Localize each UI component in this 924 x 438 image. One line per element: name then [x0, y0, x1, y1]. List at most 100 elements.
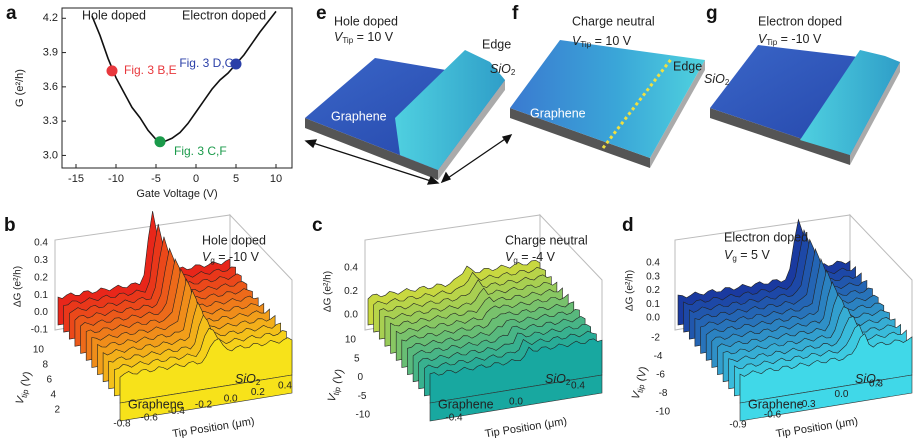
label: SiO2: [545, 372, 571, 387]
label: Vg = -4 V: [505, 250, 556, 265]
surface-g: [710, 45, 900, 165]
z-tick-label: 0.1: [34, 290, 48, 301]
label: Vtip (V): [14, 370, 35, 406]
y-tick-label: -8: [659, 388, 668, 399]
z-tick-label: 0.4: [344, 263, 358, 274]
y-tick-label: -4: [654, 351, 663, 362]
label: SiO2: [490, 62, 516, 77]
panel-title: Charge neutral: [505, 233, 588, 247]
plot-frame: [61, 7, 293, 169]
text-part: (V): [634, 365, 650, 385]
subscript: 2: [566, 378, 571, 387]
x-tick-label: 0: [193, 173, 199, 185]
text-part: = 10 V: [353, 30, 394, 44]
text-part: V: [14, 394, 28, 406]
subscript: g: [210, 256, 214, 265]
z-axis-label: ΔG (e²/h): [323, 271, 334, 312]
z-tick-label: 0.0: [344, 310, 358, 321]
y-tick-label: 3.0: [43, 149, 58, 161]
panel-letter: d: [622, 215, 634, 236]
label: Edge: [482, 37, 511, 51]
subscript: g: [513, 256, 517, 265]
x-tick-label: 0.4: [571, 381, 585, 392]
text-part: = -4 V: [518, 250, 556, 264]
label: Graphene: [748, 397, 804, 411]
y-tick-label: 10: [345, 335, 357, 346]
x-tick-label: -0.4: [445, 413, 463, 424]
text-part: SiO: [490, 62, 511, 76]
x-axis-label: Tip Position (μm): [484, 415, 568, 438]
surface-f: [510, 40, 705, 168]
z-tick-label: 0.2: [344, 286, 358, 297]
label: Graphene: [128, 397, 184, 411]
y-tick-label: 4.2: [43, 12, 58, 24]
front-face: [429, 374, 603, 422]
panel-title: Hole doped: [334, 14, 398, 28]
x-tick-label: 0.2: [251, 387, 265, 398]
subscript: Tip: [580, 40, 591, 49]
text-part: V: [326, 391, 340, 403]
subscript: tip: [332, 385, 343, 396]
text-part: SiO: [545, 372, 566, 386]
y-tick-label: 4: [50, 390, 56, 401]
label: Vtip (V): [630, 365, 651, 401]
panel-letter: b: [4, 215, 16, 236]
x-tick-label: -10: [108, 173, 124, 185]
z-tick-label: 0.3: [34, 255, 48, 266]
y-tick-label: 10: [33, 345, 45, 356]
label: SiO2: [855, 372, 881, 387]
marker: [106, 65, 118, 77]
text-part: = 5 V: [737, 248, 771, 262]
text-part: SiO: [704, 72, 725, 86]
y-tick-label: -5: [358, 391, 367, 402]
z-tick-label: 0.3: [646, 271, 660, 282]
y-tick-label: 6: [46, 375, 52, 386]
marker-label: Fig. 3 B,E: [124, 63, 177, 77]
panel-title: Hole doped: [202, 233, 266, 247]
y-tick-label: 3.6: [43, 81, 58, 93]
subscript: tip: [636, 383, 647, 394]
z-tick-label: -0.1: [31, 325, 49, 336]
panel-title: Electron doped: [758, 14, 842, 28]
text-part: V: [572, 34, 582, 48]
subscript: g: [732, 254, 736, 263]
y-tick-label: -2: [651, 333, 660, 344]
text-part: (V): [18, 370, 34, 390]
label: Vg = 5 V: [724, 248, 770, 263]
waterfall-slice: [739, 333, 913, 404]
subscript: 2: [876, 378, 881, 387]
z-tick-label: 0.0: [646, 313, 660, 324]
waterfall-slice: [429, 338, 603, 404]
z-tick-label: 0.2: [646, 285, 660, 296]
x-tick-label: -15: [68, 173, 84, 185]
text-part: V: [334, 30, 344, 44]
x-tick-label: -5: [151, 173, 161, 185]
label: VTip = 10 V: [572, 34, 632, 49]
label: VTip = 10 V: [334, 30, 394, 45]
y-tick-label: 5: [354, 353, 360, 364]
label: Vg = -10 V: [202, 250, 260, 265]
y-tick-label: -10: [356, 410, 371, 421]
y-axis-label: G (e²/h): [14, 69, 26, 107]
annotation: Hole doped: [82, 8, 146, 22]
x-tick-label: 0.3: [869, 379, 883, 390]
marker-label: Fig. 3 D,G: [179, 56, 234, 70]
text-part: = 10 V: [591, 34, 632, 48]
surface-e: [305, 50, 505, 180]
text-part: V: [758, 32, 768, 46]
annotation: Electron doped: [182, 8, 266, 22]
y-tick-label: -6: [656, 370, 665, 381]
arrows: [304, 134, 513, 185]
panel-letter: e: [316, 3, 327, 24]
x-tick-label: -0.8: [113, 419, 131, 430]
y-tick-label: 0: [357, 372, 363, 383]
label: Graphene: [438, 397, 494, 411]
z-axis-label: ΔG (e²/h): [625, 270, 636, 311]
x-tick-label: -0.3: [798, 399, 816, 410]
x-axis-label: Tip Position (μm): [775, 415, 859, 438]
text-part: V: [505, 250, 515, 264]
text-part: (V): [330, 368, 346, 388]
text-part: V: [202, 250, 212, 264]
label: Graphene: [530, 106, 586, 120]
